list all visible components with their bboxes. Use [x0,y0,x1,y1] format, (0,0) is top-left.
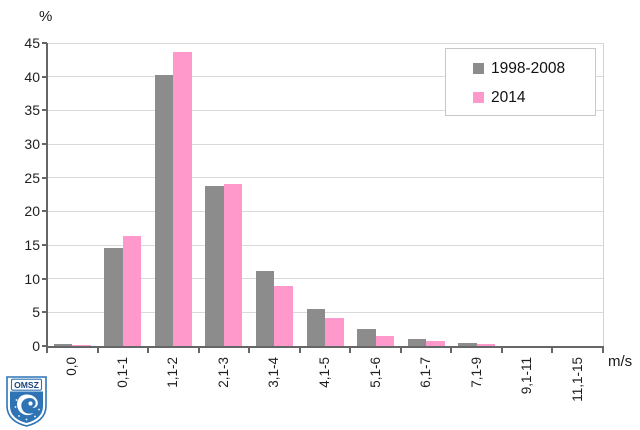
bar-2014-5,1-6 [375,335,395,346]
bar-1998-2008-4,1-5 [306,308,325,346]
x-tick-3 [197,346,200,353]
bar-2014-0,0 [72,345,91,346]
x-axis-unit-label: m/s [608,353,633,370]
x-category-label-4,1-5: 4,1-5 [317,357,332,388]
y-tick-30 [42,143,47,145]
y-tick-35 [42,109,47,112]
y-tick-label-35: 35 [24,102,40,119]
bar-2014-4,1-5 [325,318,344,346]
y-tick-40 [42,75,47,78]
y-axis-line [46,43,48,348]
y-tick-label-5: 5 [32,304,40,321]
bar-1998-2008-6,1-7 [407,338,427,346]
logo-wave-icon [14,394,40,421]
x-tick-6 [349,346,352,353]
bar-2014-0,1-1 [122,236,142,346]
x-category-label-3,1-4: 3,1-4 [266,357,282,388]
x-tick-0 [46,346,48,353]
x-category-label-11,1-15: 11,1-15 [569,357,585,402]
logo-text: OMSZ [14,380,39,390]
x-tick-8 [450,346,453,353]
x-category-label-6,1-7: 6,1-7 [418,357,434,388]
bar-1998-2008-7,1-9 [458,343,477,346]
gridline-5 [47,311,603,313]
bar-1998-2008-1,1-2 [154,75,174,346]
bar-1998-2008-0,1-1 [104,247,123,346]
x-tick-11 [602,346,604,353]
y-tick-label-10: 10 [24,270,40,287]
x-category-label-2,1-3: 2,1-3 [215,357,231,388]
x-tick-9 [500,346,503,353]
y-tick-label-30: 30 [24,136,40,152]
legend-item-2014: 2014 [446,83,595,112]
y-tick-label-15: 15 [24,237,40,253]
x-tick-7 [399,346,402,353]
bar-2014-6,1-7 [426,341,445,346]
x-category-label-1,1-2: 1,1-2 [165,357,181,388]
y-tick-15 [42,244,47,246]
x-category-label-0,0: 0,0 [64,357,80,376]
legend-label-1998-2008: 1998-2008 [491,59,566,77]
gridline-45 [47,42,603,44]
y-tick-20 [42,210,47,213]
bar-1998-2008-3,1-4 [255,271,275,346]
logo-text-box [10,378,43,391]
x-category-label-9,1-11: 9,1-11 [519,357,535,395]
bar-2014-3,1-4 [274,286,293,346]
bar-1998-2008-2,1-3 [205,186,224,346]
gridline-35 [47,109,603,111]
x-tick-4 [248,346,251,353]
x-tick-10 [551,346,554,353]
legend-swatch-2014 [473,92,484,103]
bar-2014-7,1-9 [476,343,496,346]
y-tick-label-40: 40 [24,68,40,85]
y-tick-10 [42,277,47,280]
bar-1998-2008-0,0 [53,343,73,346]
legend-item-1998-2008: 1998-2008 [446,54,595,83]
x-category-label-5,1-6: 5,1-6 [367,357,383,388]
bar-2014-2,1-3 [223,183,243,346]
legend-swatch-1998-2008 [473,63,484,74]
y-tick-0 [42,345,47,347]
y-tick-label-45: 45 [24,35,40,51]
omsz-logo: OMSZ [6,376,47,427]
x-category-label-0,1-1: 0,1-1 [114,357,130,388]
x-tick-1 [96,346,99,353]
y-tick-45 [42,42,47,44]
y-tick-label-0: 0 [32,338,40,354]
gridline-40 [47,76,603,78]
y-axis-unit-label: % [39,8,53,25]
y-tick-label-20: 20 [24,203,40,220]
y-tick-label-25: 25 [24,169,40,186]
plot-right-border [603,43,604,346]
bar-1998-2008-5,1-6 [357,329,376,346]
y-tick-5 [42,311,47,314]
y-tick-25 [42,176,47,179]
x-axis-line [46,346,604,348]
x-category-label-7,1-9: 7,1-9 [468,357,484,388]
gridline-10 [47,278,603,280]
legend-label-2014: 2014 [491,88,526,106]
gridline-30 [47,143,603,145]
legend: 1998-2008 2014 [445,48,596,116]
bar-2014-1,1-2 [173,51,192,346]
gridline-15 [47,244,603,246]
gridline-25 [47,177,603,179]
x-tick-5 [298,346,301,353]
x-tick-2 [147,346,150,353]
gridline-20 [47,210,603,212]
